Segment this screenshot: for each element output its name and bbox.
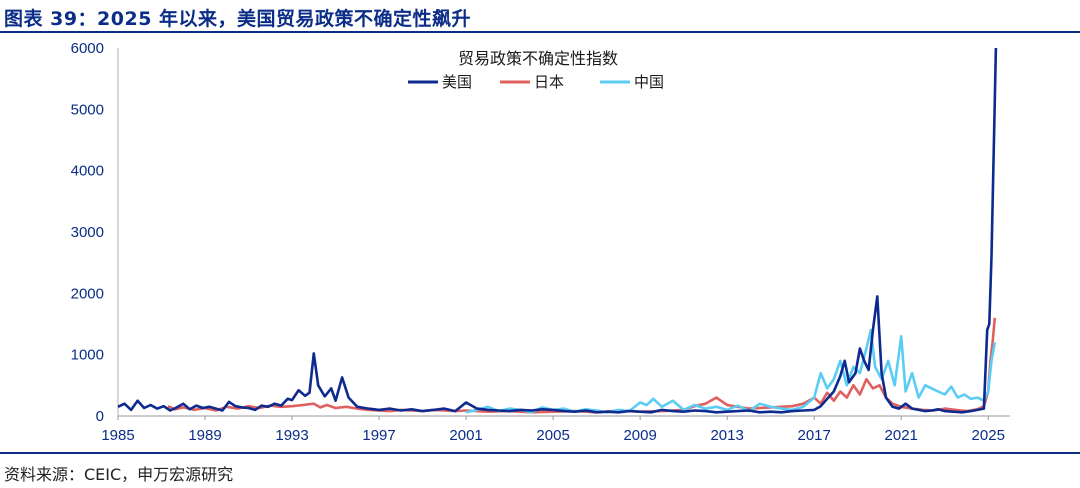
x-tick-label: 2001	[449, 427, 482, 444]
legend-label: 美国	[442, 73, 472, 91]
x-tick-label: 1989	[188, 427, 221, 444]
x-tick-label: 2017	[798, 427, 831, 444]
legend-label: 中国	[634, 73, 664, 91]
x-tick-label: 1993	[275, 427, 308, 444]
y-tick-label: 0	[96, 408, 104, 425]
series-line-2	[465, 328, 997, 414]
series-lines	[117, 47, 998, 414]
chart-legend: 贸易政策不确定性指数 美国 日本 中国	[408, 49, 664, 91]
y-tick-label: 6000	[71, 40, 104, 57]
x-tick-label: 2025	[972, 427, 1005, 444]
y-tick-label: 1000	[71, 347, 104, 364]
y-tick-label: 2000	[71, 285, 104, 302]
title-rule	[0, 31, 1080, 33]
x-tick-label: 1997	[362, 427, 395, 444]
x-tick-label: 1985	[101, 427, 134, 444]
x-tick-label: 2013	[710, 427, 743, 444]
x-tick-label: 2021	[885, 427, 918, 444]
y-tick-label: 3000	[71, 224, 104, 241]
figure-title: 图表 39：2025 年以来，美国贸易政策不确定性飙升	[4, 8, 472, 30]
legend-title: 贸易政策不确定性指数	[458, 49, 618, 68]
source-note: 资料来源：CEIC，申万宏源研究	[4, 465, 234, 484]
line-chart: 0 1000 2000 3000 4000 5000 6000 1985 1989 1993 199…	[71, 40, 1010, 444]
series-line-0	[117, 47, 998, 414]
x-tick-label: 2009	[623, 427, 656, 444]
y-tick-label: 5000	[71, 101, 104, 118]
x-tick-label: 2005	[536, 427, 569, 444]
chart-axes: 0 1000 2000 3000 4000 5000 6000 1985 1989 1993 199…	[71, 40, 1010, 444]
y-tick-label: 4000	[71, 163, 104, 180]
source-rule	[0, 452, 1080, 454]
legend-label: 日本	[534, 73, 564, 91]
